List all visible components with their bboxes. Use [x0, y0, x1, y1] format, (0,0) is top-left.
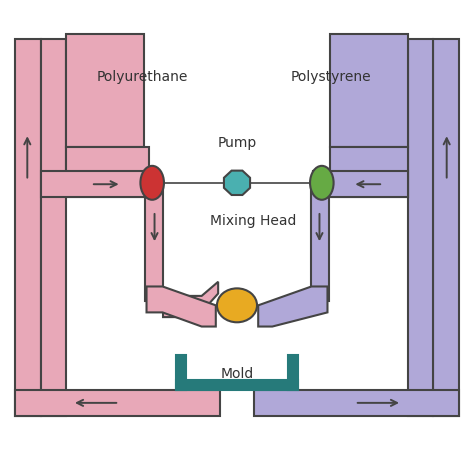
- Text: Mixing Head: Mixing Head: [210, 213, 297, 228]
- FancyBboxPatch shape: [255, 390, 459, 416]
- FancyBboxPatch shape: [288, 355, 298, 390]
- Text: Polyurethane: Polyurethane: [97, 70, 189, 84]
- FancyBboxPatch shape: [330, 147, 408, 197]
- Text: Pump: Pump: [218, 136, 256, 150]
- FancyBboxPatch shape: [176, 380, 298, 390]
- FancyBboxPatch shape: [40, 39, 66, 416]
- FancyBboxPatch shape: [15, 39, 40, 416]
- Ellipse shape: [217, 288, 257, 322]
- FancyBboxPatch shape: [40, 171, 158, 197]
- FancyBboxPatch shape: [66, 147, 149, 197]
- FancyBboxPatch shape: [66, 35, 144, 147]
- FancyBboxPatch shape: [145, 181, 163, 301]
- FancyBboxPatch shape: [15, 390, 219, 416]
- FancyBboxPatch shape: [176, 355, 186, 390]
- FancyBboxPatch shape: [311, 181, 329, 301]
- Text: Polystyrene: Polystyrene: [291, 70, 372, 84]
- Ellipse shape: [310, 166, 334, 200]
- Polygon shape: [145, 282, 218, 317]
- Text: Mold: Mold: [220, 367, 254, 381]
- FancyBboxPatch shape: [408, 39, 434, 416]
- FancyBboxPatch shape: [434, 39, 459, 416]
- Ellipse shape: [140, 166, 164, 200]
- Polygon shape: [224, 171, 250, 195]
- FancyBboxPatch shape: [313, 171, 408, 197]
- Polygon shape: [258, 286, 328, 327]
- FancyBboxPatch shape: [330, 35, 408, 147]
- Polygon shape: [146, 286, 216, 327]
